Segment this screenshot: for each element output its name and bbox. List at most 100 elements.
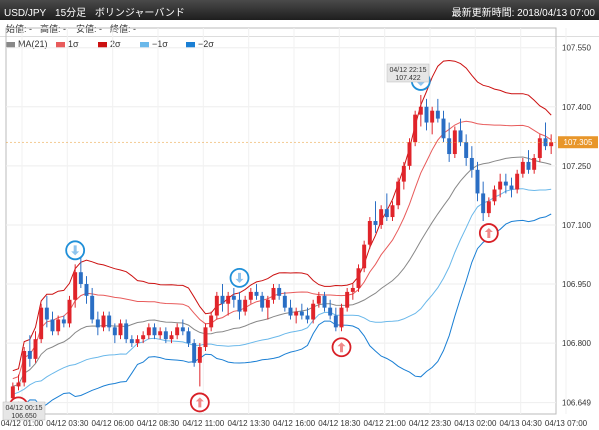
candle-body bbox=[16, 382, 21, 387]
candle-body bbox=[90, 295, 95, 320]
down-arrow-icon bbox=[71, 245, 80, 256]
band-minus2sigma bbox=[12, 213, 552, 409]
candle-body bbox=[61, 319, 66, 324]
y-tick-label: 107.100 bbox=[562, 221, 591, 230]
candle-body bbox=[260, 295, 265, 308]
candle-body bbox=[220, 295, 225, 304]
plot-frame bbox=[5, 27, 557, 415]
y-tick-label: 106.950 bbox=[562, 280, 591, 289]
legend-plus1sigma[interactable]: 1σ bbox=[56, 39, 79, 49]
candle-body bbox=[396, 181, 401, 206]
candle-body bbox=[509, 185, 514, 190]
up-arrow-icon bbox=[195, 397, 204, 408]
candle-body bbox=[163, 331, 168, 340]
high-callout-time: 04/12 22:15 bbox=[390, 67, 427, 74]
candle-body bbox=[192, 343, 197, 363]
candle-body bbox=[237, 299, 242, 312]
y-tick-label: 106.800 bbox=[562, 339, 591, 348]
y-tick-label: 106.649 bbox=[562, 399, 591, 408]
candle-body bbox=[135, 339, 140, 344]
legend-plus2sigma[interactable]: 2σ bbox=[98, 39, 121, 49]
candle-body bbox=[339, 307, 344, 328]
candle-body bbox=[384, 209, 389, 218]
candle-body bbox=[158, 331, 163, 336]
candle-body bbox=[44, 307, 49, 320]
last-update-time: 最新更新時間: 2018/04/13 07:00 bbox=[451, 8, 595, 19]
candle-body bbox=[441, 118, 446, 139]
candle-body bbox=[475, 169, 480, 194]
candle-body bbox=[316, 295, 321, 304]
candle-body bbox=[180, 327, 185, 332]
candle-body bbox=[67, 299, 72, 324]
open-value: 始値: - bbox=[6, 24, 32, 34]
candle-body bbox=[328, 307, 333, 316]
y-tick-label: 107.250 bbox=[562, 162, 591, 171]
symbol-label: USD/JPY bbox=[4, 8, 47, 19]
candle-body bbox=[226, 295, 231, 304]
candle-body bbox=[299, 311, 304, 316]
candle-body bbox=[356, 268, 361, 288]
candle-body bbox=[101, 315, 106, 328]
candle-body bbox=[486, 201, 491, 214]
high-callout-price: 107.422 bbox=[395, 75, 420, 82]
candle-body bbox=[73, 272, 78, 300]
low-callout-box bbox=[2, 401, 46, 421]
candle-body bbox=[243, 299, 248, 312]
candle-body bbox=[469, 157, 474, 170]
candle-body bbox=[265, 299, 270, 308]
timeframe-label: 15分足 bbox=[55, 8, 87, 19]
candle-body bbox=[503, 181, 508, 186]
candle-body bbox=[203, 327, 208, 348]
legend-minus2sigma[interactable]: −2σ bbox=[186, 39, 214, 49]
candle-body bbox=[520, 161, 525, 174]
candle-body bbox=[84, 284, 89, 296]
x-tick-label: 04/12 13:30 bbox=[228, 419, 271, 428]
candle-body bbox=[345, 291, 350, 308]
legend-minus1sigma[interactable]: −1σ bbox=[140, 39, 168, 49]
candle-body bbox=[50, 319, 55, 332]
x-tick-label: 04/13 04:30 bbox=[500, 419, 543, 428]
legend-ma[interactable]: MA(21) bbox=[6, 39, 48, 49]
low-value: 安値: - bbox=[76, 24, 102, 34]
candle-body bbox=[549, 142, 554, 147]
ohlc-readout: 始値: - 高値: - 安値: - 終値: - bbox=[0, 20, 599, 36]
candle-body bbox=[124, 323, 129, 340]
candle-body bbox=[277, 287, 282, 296]
band-plus2sigma bbox=[12, 59, 552, 372]
candle-body bbox=[464, 142, 469, 158]
up-arrow-icon bbox=[484, 228, 493, 239]
candle-body bbox=[294, 311, 299, 316]
candle-body bbox=[22, 350, 27, 383]
legend: MA(21) 1σ 2σ −1σ −2σ bbox=[0, 37, 560, 51]
low-callout-price: 106.650 bbox=[11, 413, 36, 420]
candle-body bbox=[152, 327, 157, 336]
candle-body bbox=[118, 323, 123, 336]
x-tick-label: 04/13 07:00 bbox=[545, 419, 588, 428]
candle-body bbox=[78, 272, 83, 285]
x-tick-label: 04/12 18:30 bbox=[318, 419, 361, 428]
candle-body bbox=[515, 173, 520, 190]
candle-body bbox=[413, 114, 418, 143]
high-value: 高値: - bbox=[40, 24, 66, 34]
candle-body bbox=[39, 307, 44, 340]
x-tick-label: 04/12 03:30 bbox=[46, 419, 89, 428]
x-tick-label: 04/12 21:00 bbox=[364, 419, 407, 428]
candle-body bbox=[526, 161, 531, 170]
candle-body bbox=[305, 315, 310, 320]
candle-body bbox=[271, 287, 276, 300]
indicator-label: ボリンジャーバンド bbox=[94, 8, 185, 19]
candle-body bbox=[288, 307, 293, 316]
candle-body bbox=[197, 347, 202, 363]
divider bbox=[0, 36, 599, 37]
close-value: 終値: - bbox=[110, 24, 136, 34]
candle-body bbox=[322, 295, 327, 308]
candle-body bbox=[107, 315, 112, 328]
candle-body bbox=[248, 291, 253, 300]
candle-body bbox=[367, 221, 372, 245]
candle-body bbox=[418, 106, 423, 115]
candle-body bbox=[362, 244, 367, 269]
candle-body bbox=[333, 315, 338, 328]
y-tick-label: 107.400 bbox=[562, 103, 591, 112]
candle-body bbox=[129, 339, 134, 344]
